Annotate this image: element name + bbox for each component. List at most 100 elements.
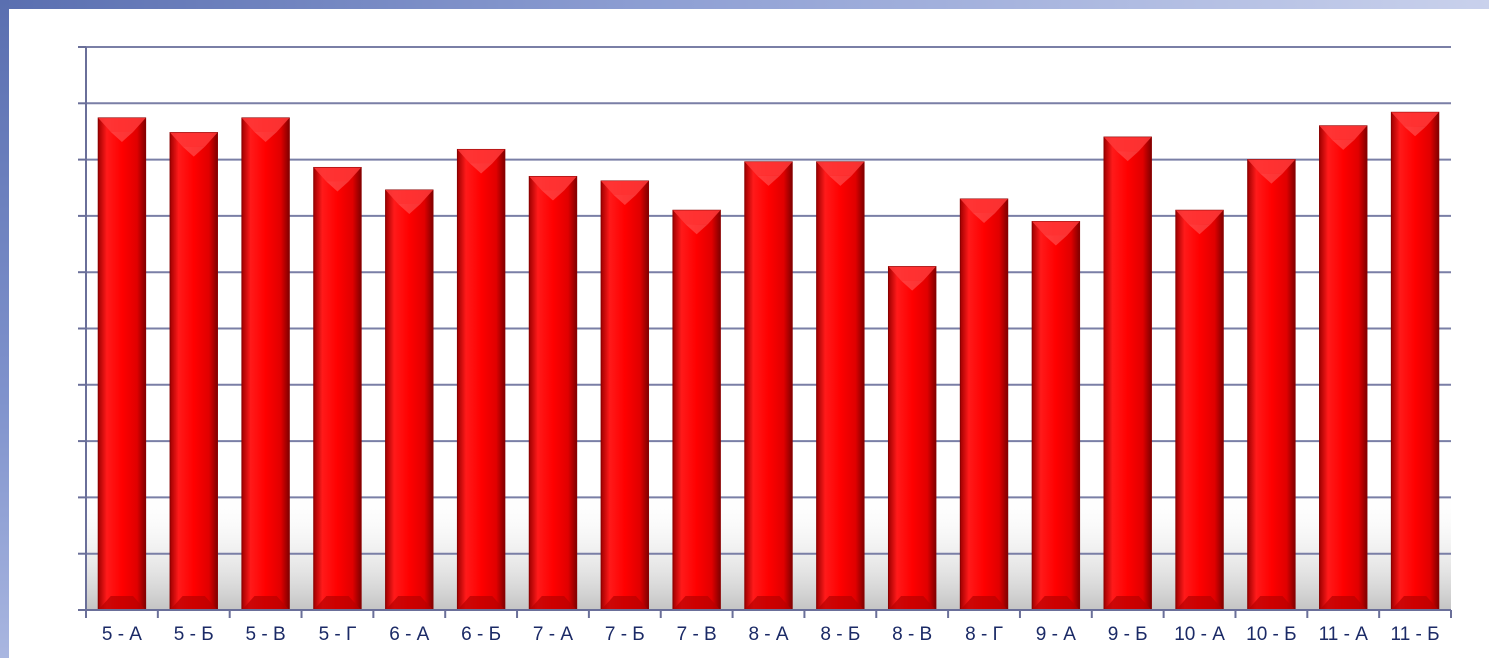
x-tick-label: 5 - В — [246, 624, 286, 645]
bar-bottom-bevel — [170, 596, 218, 610]
bar-top-facet — [182, 146, 205, 157]
bar-top-bevel — [457, 149, 505, 164]
x-tick-label: 9 - А — [1036, 624, 1076, 645]
bar-body — [600, 180, 650, 611]
bar-body — [1103, 136, 1152, 611]
bar-body — [385, 189, 434, 611]
bar — [97, 117, 147, 611]
bar-bottom-bevel — [1319, 596, 1367, 610]
x-tick-label: 11 - Б — [1391, 624, 1440, 645]
bar-bottom-bevel — [672, 596, 721, 610]
bar-series — [97, 111, 1440, 611]
bar-top-bevel — [385, 190, 433, 205]
x-tick-label: 8 - Б — [820, 624, 860, 645]
bar-top-bevel — [888, 266, 936, 281]
slide-frame-left — [0, 0, 9, 658]
bar — [169, 132, 218, 611]
bar-top-facet — [1044, 235, 1067, 246]
bar-top-facet — [110, 131, 134, 142]
x-tick-label: 7 - В — [677, 624, 717, 645]
bar-top-facet — [685, 224, 708, 235]
bar-top-bevel — [960, 199, 1008, 214]
x-tick-label: 7 - Б — [605, 624, 645, 645]
bar-body — [97, 117, 147, 611]
bar — [816, 161, 865, 611]
bar-top-facet — [326, 181, 349, 192]
bar — [1319, 125, 1368, 611]
bar-top-bevel — [816, 161, 865, 176]
bar-top-bevel — [1104, 137, 1152, 152]
bar-body — [1390, 111, 1440, 611]
bar-bottom-bevel — [1391, 596, 1439, 610]
bar — [1390, 111, 1440, 611]
bar-body — [816, 161, 865, 611]
bar-body — [313, 166, 362, 611]
bar-bottom-bevel — [744, 596, 793, 610]
bar-bottom-bevel — [385, 596, 433, 610]
bar-top-facet — [1188, 224, 1211, 235]
x-tick-label: 6 - Б — [461, 624, 501, 645]
bar-top-bevel — [601, 180, 649, 195]
bar-bottom-bevel — [457, 596, 505, 610]
x-tick-label: 7 - А — [533, 624, 573, 645]
x-tick-labels: 5 - А 5 - Б 5 - В 5 - Г 6 - А 6 - Б 7 - А 7 - Б… — [102, 624, 1440, 645]
bar-top-bevel — [1247, 159, 1296, 174]
bar-bottom-bevel — [313, 596, 362, 610]
x-tick-label: 10 - Б — [1246, 624, 1297, 645]
bar-top-facet — [1116, 151, 1139, 162]
bar-bottom-bevel — [888, 596, 936, 610]
x-tick-label: 5 - Г — [319, 624, 357, 645]
bar-body — [959, 198, 1009, 611]
x-tick-label: 5 - А — [102, 624, 142, 645]
bar-top-bevel — [170, 132, 218, 147]
bar-top-facet — [254, 131, 277, 142]
bar-top-bevel — [1175, 210, 1224, 225]
bar-top-bevel — [529, 176, 577, 191]
bar-bottom-bevel — [960, 596, 1008, 610]
bar-top-bevel — [1319, 125, 1367, 140]
bar — [1247, 159, 1296, 611]
bar — [385, 189, 434, 611]
bar-bottom-bevel — [98, 596, 146, 610]
bar — [456, 148, 506, 611]
bar-top-facet — [901, 280, 924, 291]
bar — [528, 175, 578, 611]
bar-body — [887, 266, 937, 611]
x-tick-label: 8 - В — [892, 624, 932, 645]
bar-bottom-bevel — [1175, 596, 1224, 610]
bar-bottom-bevel — [1104, 596, 1152, 610]
bar-body — [672, 209, 721, 611]
bar-bottom-bevel — [1247, 596, 1296, 610]
x-tick-label: 8 - А — [748, 624, 788, 645]
x-tick-label: 10 - А — [1174, 624, 1225, 645]
bar-top-facet — [398, 204, 421, 215]
slide-frame-top — [0, 0, 1489, 9]
bar-top-facet — [1403, 126, 1427, 137]
bar-top-bevel — [672, 210, 721, 225]
bar-top-bevel — [98, 117, 146, 132]
bar — [959, 198, 1009, 611]
x-tick-label: 6 - А — [389, 624, 429, 645]
axes — [85, 47, 1452, 618]
bar-top-facet — [829, 175, 852, 186]
bar — [241, 117, 290, 611]
bar-top-bevel — [241, 117, 290, 132]
bar-body — [241, 117, 290, 611]
x-tick-label: 9 - Б — [1108, 624, 1148, 645]
bar — [672, 209, 721, 611]
bar-body — [528, 175, 578, 611]
bar — [1031, 221, 1081, 611]
bar-top-bevel — [744, 161, 793, 176]
bar — [744, 161, 793, 611]
bar — [887, 266, 937, 611]
bar-top-facet — [541, 190, 565, 201]
bar-top-facet — [613, 194, 636, 205]
bar-top-facet — [972, 213, 996, 224]
bar — [600, 180, 650, 611]
bar-top-bevel — [1032, 221, 1080, 236]
bar-top-facet — [1260, 173, 1283, 184]
bar-top-facet — [757, 175, 780, 186]
bar-body — [1247, 159, 1296, 611]
bar-body — [744, 161, 793, 611]
